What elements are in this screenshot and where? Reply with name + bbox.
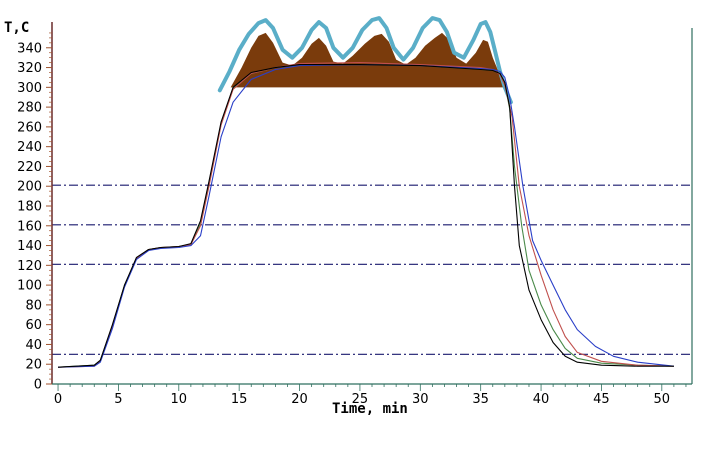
temperature-peaks — [217, 16, 513, 105]
series-line-green — [57, 64, 674, 368]
y-tick-label: 340 — [17, 41, 42, 56]
x-tick-label: 35 — [472, 392, 489, 407]
x-tick-label: 20 — [291, 392, 308, 407]
y-tick-label: 160 — [17, 219, 42, 234]
y-tick-label: 300 — [17, 81, 42, 96]
y-axis-title: T,C — [4, 20, 29, 36]
x-tick-labels: 0 5 10 15 20 25 30 35 40 45 50 — [54, 392, 670, 407]
series-line-blue — [57, 64, 674, 368]
y-tick-label: 40 — [25, 338, 42, 353]
y-tick-label: 0 — [34, 378, 42, 393]
y-tick-label: 140 — [17, 239, 42, 254]
y-tick-label: 280 — [17, 101, 42, 116]
y-tick-labels: 0 20 40 60 80 100 120 140 160 180 200 220 240 260 280 3… — [17, 41, 42, 392]
y-tick-label: 320 — [17, 61, 42, 76]
x-tick-label: 25 — [352, 392, 369, 407]
y-tick-label: 100 — [17, 279, 42, 294]
x-tick-label: 50 — [654, 392, 671, 407]
x-tick-label: 30 — [412, 392, 429, 407]
x-tick-label: 0 — [54, 392, 62, 407]
series-line-red — [57, 62, 674, 368]
y-tick-label: 60 — [25, 318, 42, 333]
series-group — [57, 62, 674, 368]
y-tick-label: 180 — [17, 200, 42, 215]
y-tick-label: 80 — [25, 298, 42, 313]
x-tick-label: 15 — [231, 392, 248, 407]
x-tick-label: 40 — [533, 392, 550, 407]
x-tick-label: 45 — [593, 392, 610, 407]
reference-lines — [52, 184, 692, 355]
series-line-black — [57, 64, 674, 368]
wave-outline — [217, 16, 513, 105]
x-tick-label: 10 — [171, 392, 188, 407]
y-tick-label: 260 — [17, 120, 42, 135]
peaks-fill — [230, 32, 504, 88]
x-tick-label: 5 — [114, 392, 122, 407]
y-tick-label: 240 — [17, 140, 42, 155]
y-tick-label: 200 — [17, 180, 42, 195]
axes — [46, 22, 693, 391]
y-tick-label: 20 — [25, 358, 42, 373]
y-tick-label: 120 — [17, 259, 42, 274]
x-axis-title: Time, min — [332, 401, 408, 417]
y-tick-label: 220 — [17, 160, 42, 175]
